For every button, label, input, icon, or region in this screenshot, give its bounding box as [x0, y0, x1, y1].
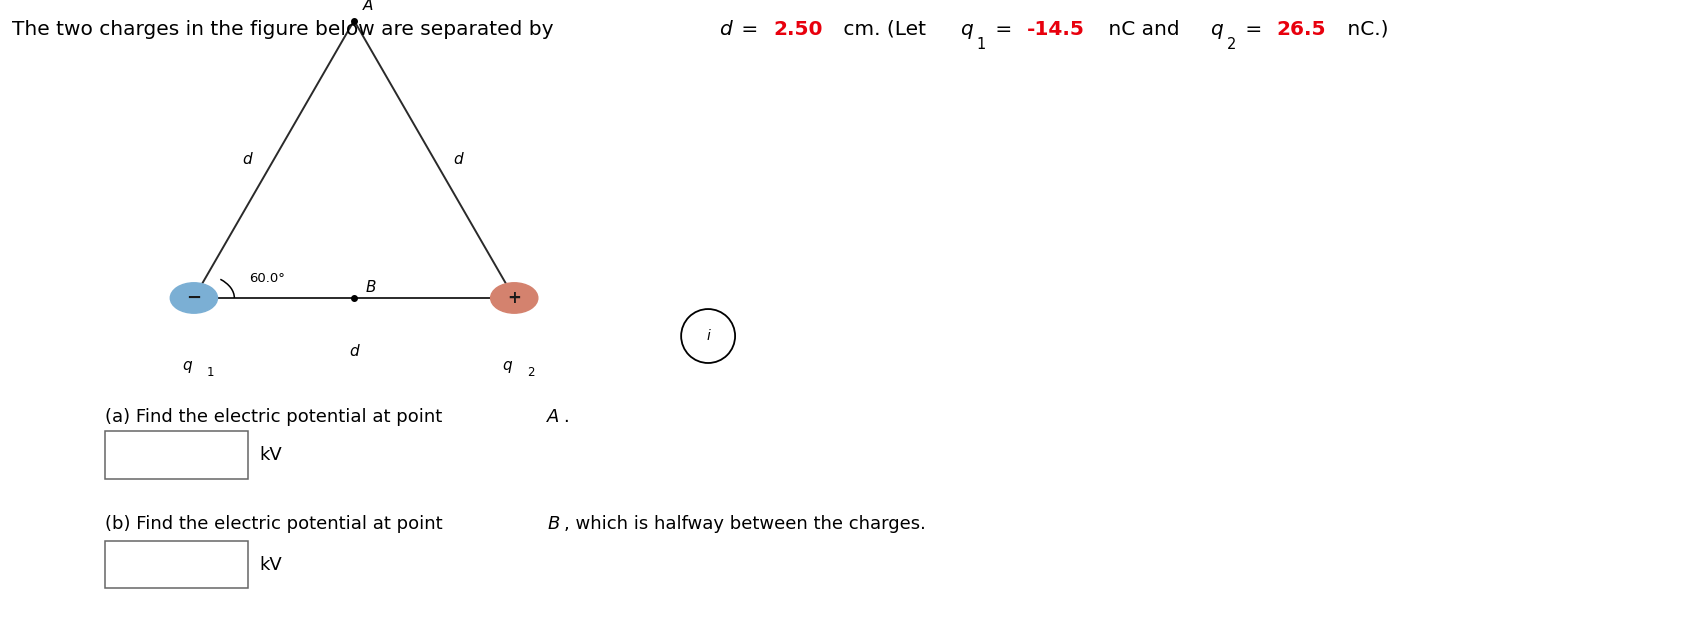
Text: kV: kV: [260, 555, 282, 574]
Text: =: =: [1239, 20, 1268, 39]
Text: (a) Find the electric potential at point: (a) Find the electric potential at point: [105, 408, 447, 425]
Text: q: q: [1211, 20, 1222, 39]
Ellipse shape: [681, 309, 735, 363]
Text: −: −: [187, 289, 201, 307]
Text: The two charges in the figure below are separated by: The two charges in the figure below are …: [12, 20, 560, 39]
Text: d: d: [718, 20, 732, 39]
Text: 1: 1: [207, 366, 214, 379]
Text: kV: kV: [260, 446, 282, 464]
Text: 26.5: 26.5: [1276, 20, 1327, 39]
Text: nC.): nC.): [1340, 20, 1388, 39]
Text: 2.50: 2.50: [774, 20, 823, 39]
Text: , which is halfway between the charges.: , which is halfway between the charges.: [563, 515, 926, 533]
Text: =: =: [735, 20, 765, 39]
Text: q: q: [182, 358, 192, 373]
Text: B: B: [548, 515, 560, 533]
FancyBboxPatch shape: [105, 541, 248, 588]
Text: =: =: [988, 20, 1018, 39]
Text: d: d: [349, 344, 359, 359]
Text: d: d: [454, 152, 462, 167]
Text: B: B: [366, 280, 376, 295]
Text: nC and: nC and: [1101, 20, 1185, 39]
Text: q: q: [502, 358, 513, 373]
Text: 2: 2: [1226, 37, 1236, 52]
Ellipse shape: [170, 283, 217, 313]
Text: q: q: [961, 20, 973, 39]
Text: .: .: [563, 408, 568, 425]
Text: (b) Find the electric potential at point: (b) Find the electric potential at point: [105, 515, 448, 533]
Text: A: A: [548, 408, 560, 425]
Text: +: +: [507, 289, 521, 307]
Text: d: d: [243, 152, 251, 167]
Text: -14.5: -14.5: [1027, 20, 1084, 39]
Text: 1: 1: [976, 37, 986, 52]
Text: 60.0°: 60.0°: [250, 272, 285, 285]
Text: A: A: [362, 0, 373, 13]
Text: i: i: [706, 329, 710, 343]
FancyBboxPatch shape: [105, 431, 248, 479]
Text: cm. (Let: cm. (Let: [838, 20, 932, 39]
Ellipse shape: [491, 283, 538, 313]
Text: 2: 2: [528, 366, 534, 379]
